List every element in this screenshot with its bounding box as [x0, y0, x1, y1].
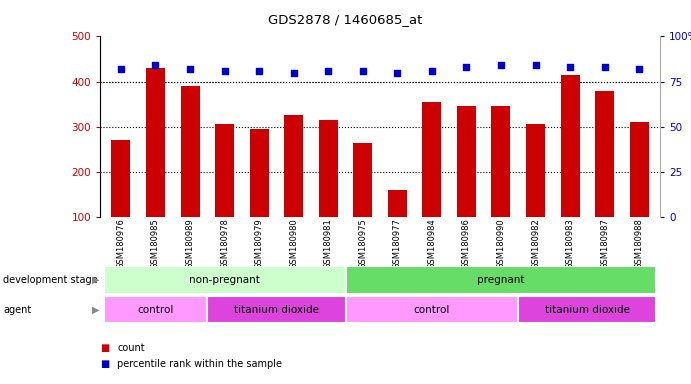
Point [150, 62, 161, 68]
Bar [207, 296, 346, 323]
Point [530, 62, 541, 68]
Point [392, 70, 403, 76]
Text: ▶: ▶ [92, 305, 99, 314]
Text: percentile rank within the sample: percentile rank within the sample [117, 359, 283, 369]
Text: ■: ■ [100, 359, 109, 369]
Bar [388, 190, 407, 217]
Point [184, 66, 196, 72]
Point [219, 68, 230, 74]
Text: ■: ■ [100, 343, 109, 353]
Point [323, 68, 334, 74]
Bar [595, 91, 614, 217]
Point [288, 70, 299, 76]
Bar [346, 266, 656, 294]
Point [495, 62, 507, 68]
Bar [180, 86, 200, 217]
Bar [518, 296, 656, 323]
Bar [319, 120, 338, 217]
Point [565, 64, 576, 70]
Point [254, 68, 265, 74]
Bar [630, 122, 649, 217]
Text: non-pregnant: non-pregnant [189, 275, 260, 285]
Bar [353, 142, 372, 217]
Bar [284, 116, 303, 217]
Text: control: control [414, 305, 450, 314]
Bar [111, 140, 131, 217]
Text: titanium dioxide: titanium dioxide [545, 305, 630, 314]
Bar [146, 68, 165, 217]
Text: pregnant: pregnant [477, 275, 524, 285]
Point [634, 66, 645, 72]
Text: titanium dioxide: titanium dioxide [234, 305, 319, 314]
Bar [215, 124, 234, 217]
Point [461, 64, 472, 70]
Point [599, 64, 610, 70]
Bar [526, 124, 545, 217]
Bar [422, 102, 442, 217]
Bar [104, 266, 346, 294]
Point [426, 68, 437, 74]
Bar [104, 296, 207, 323]
Text: count: count [117, 343, 145, 353]
Text: agent: agent [3, 305, 32, 314]
Bar [249, 129, 269, 217]
Text: control: control [138, 305, 173, 314]
Text: development stage: development stage [3, 275, 98, 285]
Bar [491, 106, 511, 217]
Bar [560, 75, 580, 217]
Bar [346, 296, 518, 323]
Text: ▶: ▶ [92, 275, 99, 285]
Point [115, 66, 126, 72]
Point [357, 68, 368, 74]
Text: GDS2878 / 1460685_at: GDS2878 / 1460685_at [268, 13, 423, 26]
Bar [457, 106, 476, 217]
